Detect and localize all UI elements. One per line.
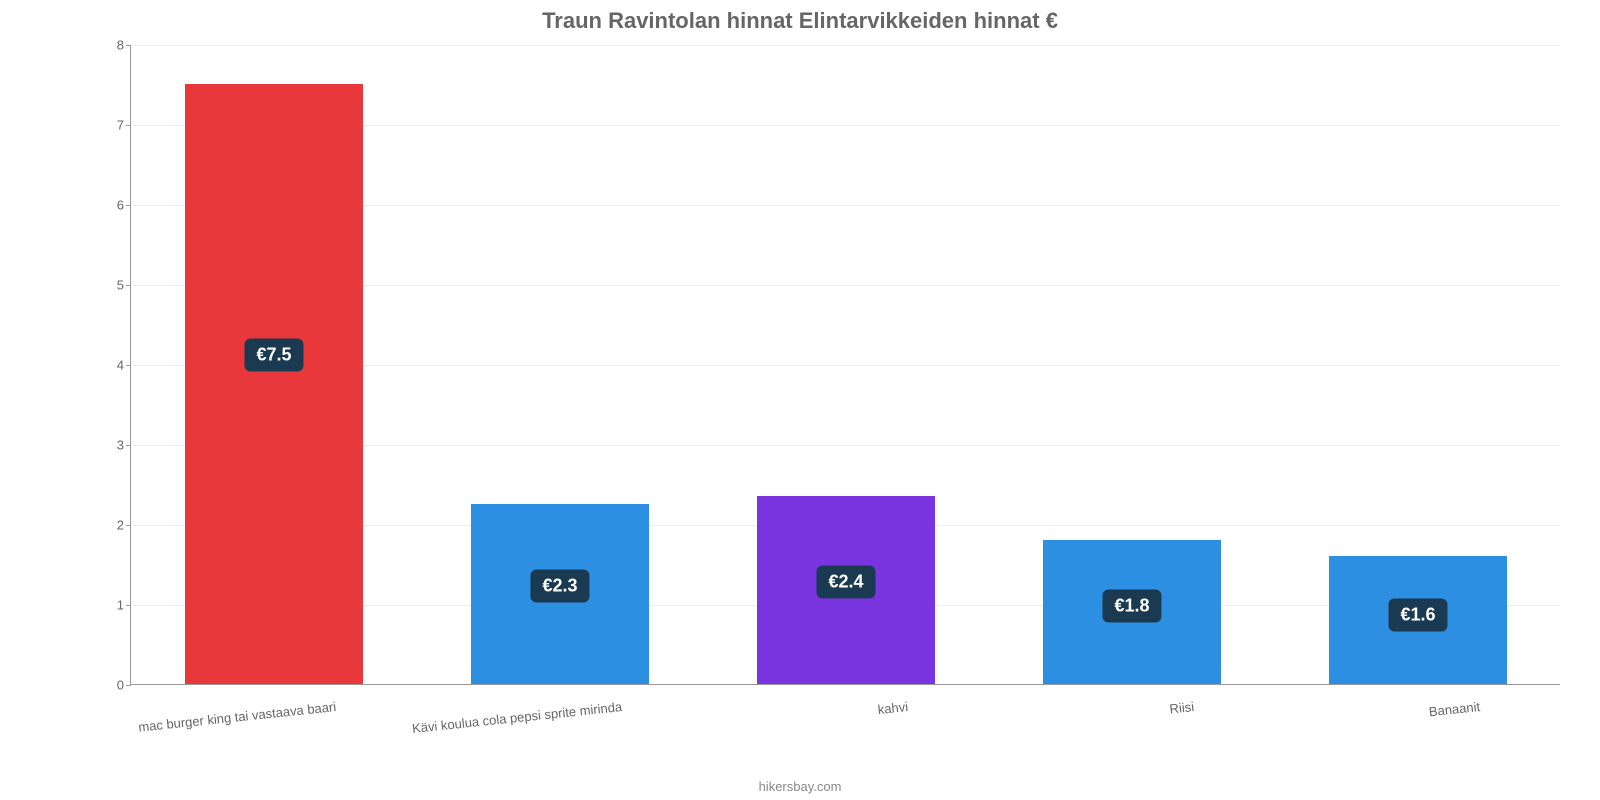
y-tick-mark	[126, 45, 131, 46]
bar-value-label: €2.4	[816, 565, 875, 598]
y-tick-label: 8	[96, 38, 124, 53]
bar-value-label: €1.6	[1388, 598, 1447, 631]
y-tick-mark	[126, 525, 131, 526]
y-tick-mark	[126, 125, 131, 126]
chart-footer: hikersbay.com	[0, 779, 1600, 794]
x-category-label: Banaanit	[1428, 699, 1481, 719]
x-category-label: kahvi	[877, 699, 909, 717]
plot-area: 012345678€7.5mac burger king tai vastaav…	[130, 45, 1560, 685]
y-tick-mark	[126, 205, 131, 206]
y-tick-label: 1	[96, 598, 124, 613]
x-category-label: Kävi koulua cola pepsi sprite mirinda	[411, 699, 622, 736]
y-tick-label: 4	[96, 358, 124, 373]
chart-container: 012345678€7.5mac burger king tai vastaav…	[90, 45, 1560, 710]
y-tick-label: 7	[96, 118, 124, 133]
y-tick-label: 5	[96, 278, 124, 293]
y-tick-mark	[126, 605, 131, 606]
y-tick-label: 6	[96, 198, 124, 213]
x-category-label: mac burger king tai vastaava baari	[138, 699, 337, 735]
y-tick-label: 2	[96, 518, 124, 533]
y-tick-mark	[126, 285, 131, 286]
y-tick-mark	[126, 445, 131, 446]
y-tick-label: 3	[96, 438, 124, 453]
y-tick-label: 0	[96, 678, 124, 693]
y-tick-mark	[126, 365, 131, 366]
y-tick-mark	[126, 685, 131, 686]
bar-value-label: €7.5	[244, 339, 303, 372]
bar-value-label: €2.3	[530, 570, 589, 603]
bar	[185, 84, 362, 684]
chart-title: Traun Ravintolan hinnat Elintarvikkeiden…	[0, 0, 1600, 34]
x-category-label: Riisi	[1169, 699, 1195, 716]
bar-value-label: €1.8	[1102, 589, 1161, 622]
grid-line	[131, 45, 1560, 46]
